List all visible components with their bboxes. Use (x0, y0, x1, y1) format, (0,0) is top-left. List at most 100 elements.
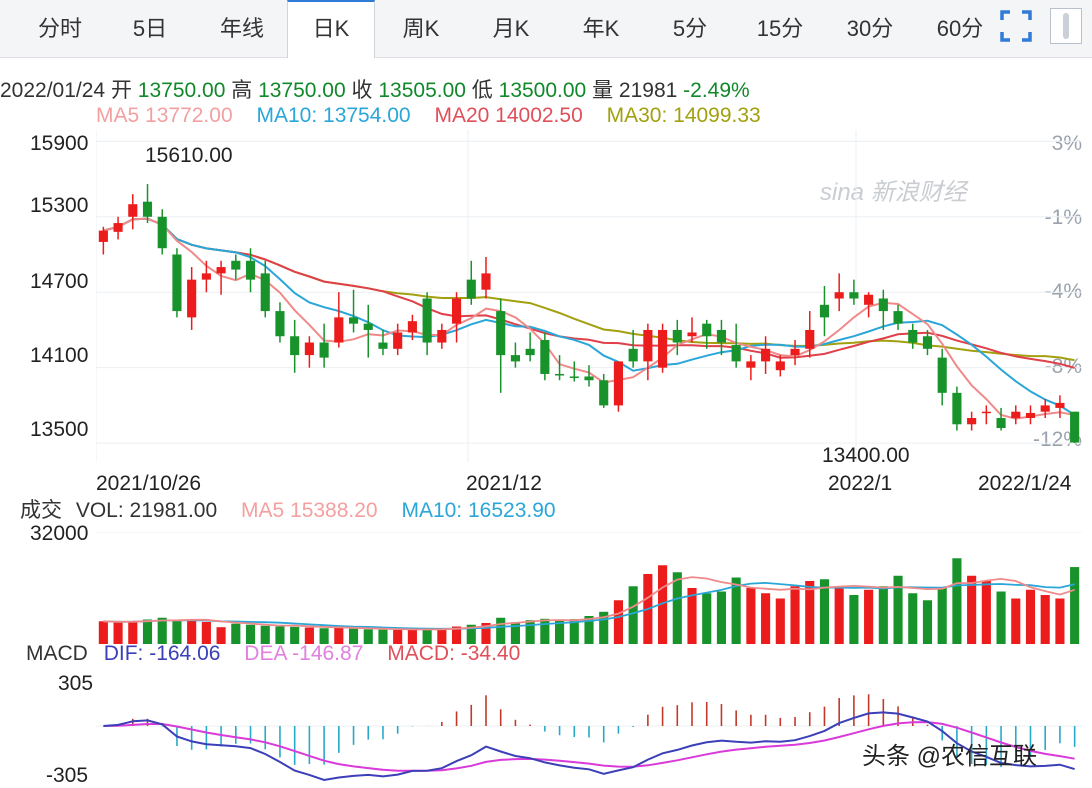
volume-bar (407, 629, 417, 644)
volume-bar (378, 629, 388, 644)
volume-bar (555, 620, 565, 644)
candle-body (672, 329, 682, 343)
scroll-icon[interactable] (1050, 8, 1082, 44)
ma20-label: MA20 (434, 104, 490, 127)
macd-legend: MACD DIF: -164.06 DEA -146.87 MACD: -34.… (26, 642, 520, 666)
volume-bar (599, 611, 609, 644)
candle-body (319, 342, 329, 358)
tab-30min[interactable]: 30分 (846, 16, 894, 41)
candle-body (245, 260, 256, 280)
dif-label: DIF: (103, 642, 144, 665)
ma10-value: 13754.00 (323, 104, 411, 127)
candle-body (849, 292, 859, 299)
x-axis-label: 2022/1/24 (978, 472, 1072, 495)
ma-legend: MA5 13772.00 MA10: 13754.00 MA20 14002.5… (96, 104, 761, 128)
x-axis-label: 2022/1 (828, 472, 893, 495)
candle-body (819, 304, 830, 318)
tab-intraday[interactable]: 分时 (37, 16, 82, 41)
candle-body (1040, 405, 1050, 412)
candle-body (437, 329, 447, 343)
candle-body (584, 376, 594, 381)
volume-bar (790, 586, 800, 644)
volume-bar (981, 581, 991, 644)
volume-bar (731, 577, 741, 644)
candle-body (216, 267, 226, 274)
macd-chart[interactable] (96, 668, 1082, 784)
candle-body (716, 329, 727, 343)
tab-daily-k[interactable]: 日K (287, 0, 375, 58)
close-label: 收 (351, 79, 373, 102)
candle-body (1025, 412, 1036, 418)
volume-chart[interactable] (96, 532, 1082, 644)
candle-body (187, 279, 197, 318)
volume-bar (172, 620, 182, 644)
close-value: 13505.00 (378, 79, 466, 102)
ma30-label: MA30: (606, 104, 668, 127)
volume-bar (746, 588, 756, 644)
tab-monthly-k[interactable]: 月K (492, 16, 530, 41)
tab-15min[interactable]: 15分 (756, 16, 804, 41)
candlestick-chart[interactable] (96, 130, 1082, 462)
volume-bar (775, 598, 785, 644)
candle-body (1011, 411, 1021, 418)
candle-body (128, 204, 138, 217)
volume-bar (319, 628, 329, 644)
volume-bar (922, 600, 933, 644)
footer-watermark: 头条 @农信互联 (862, 743, 1038, 770)
period-tab-bar: 分时 5日 年线 日K 周K 月K 年K 5分 15分 30分 60分 (0, 0, 1092, 58)
candle-body (363, 323, 373, 330)
change-percent: -2.49% (683, 79, 750, 102)
sina-watermark: sina 新浪财经 (820, 179, 967, 206)
info-date: 2022/01/24 (0, 79, 106, 102)
volume-bar (687, 588, 697, 644)
percent-tick: 3% (1051, 132, 1082, 155)
ma30-value: 14099.33 (673, 104, 761, 127)
candle-body (201, 273, 211, 280)
volume-bar (142, 619, 153, 644)
tab-60min[interactable]: 60分 (936, 16, 984, 41)
price-tick: 14700 (30, 270, 89, 293)
volume-bar (893, 575, 903, 644)
high-value: 13750.00 (258, 79, 346, 102)
tab-weekly-k[interactable]: 周K (402, 16, 440, 41)
volume-bar (437, 628, 447, 644)
candle-body (613, 361, 623, 406)
candle-body (422, 298, 432, 343)
fullscreen-icon[interactable] (998, 8, 1034, 44)
vol-ma5-line (103, 576, 1075, 631)
candle-body (746, 361, 756, 368)
tab-5day[interactable]: 5日 (132, 16, 168, 41)
volume-bar (864, 589, 874, 644)
volume-bar (128, 621, 138, 644)
macd-title: MACD (26, 642, 88, 665)
candle-body (908, 329, 918, 343)
volume-bar (569, 619, 579, 644)
tab-yearline[interactable]: 年线 (219, 16, 264, 41)
tab-5min[interactable]: 5分 (672, 16, 708, 41)
low-annotation: 13400.00 (822, 444, 910, 467)
candle-body (407, 321, 417, 333)
volume-bar (466, 624, 476, 644)
dif-value: -164.06 (149, 642, 221, 665)
volume-bar (702, 593, 712, 644)
volume-bar (304, 627, 314, 644)
volume-bar (113, 622, 123, 644)
candle-body (481, 273, 491, 290)
volume-bar (878, 586, 888, 644)
vol-label: VOL: (75, 499, 124, 522)
volume-bar (805, 581, 815, 644)
candle-body (981, 411, 991, 414)
candle-body (864, 294, 874, 305)
price-tick: 13500 (30, 418, 89, 441)
volume-bar (275, 626, 285, 644)
candle-body (290, 336, 300, 356)
vol-ma5-label: MA5 (240, 499, 285, 522)
volume-bar (628, 586, 638, 644)
volume-bar (496, 617, 506, 644)
ma5-line (103, 217, 1075, 420)
vol-ma5-value: 15388.20 (290, 499, 378, 522)
volume-bar (716, 591, 727, 644)
tab-yearly-k[interactable]: 年K (582, 16, 620, 41)
candle-body (113, 223, 123, 232)
candle-body (937, 357, 947, 393)
